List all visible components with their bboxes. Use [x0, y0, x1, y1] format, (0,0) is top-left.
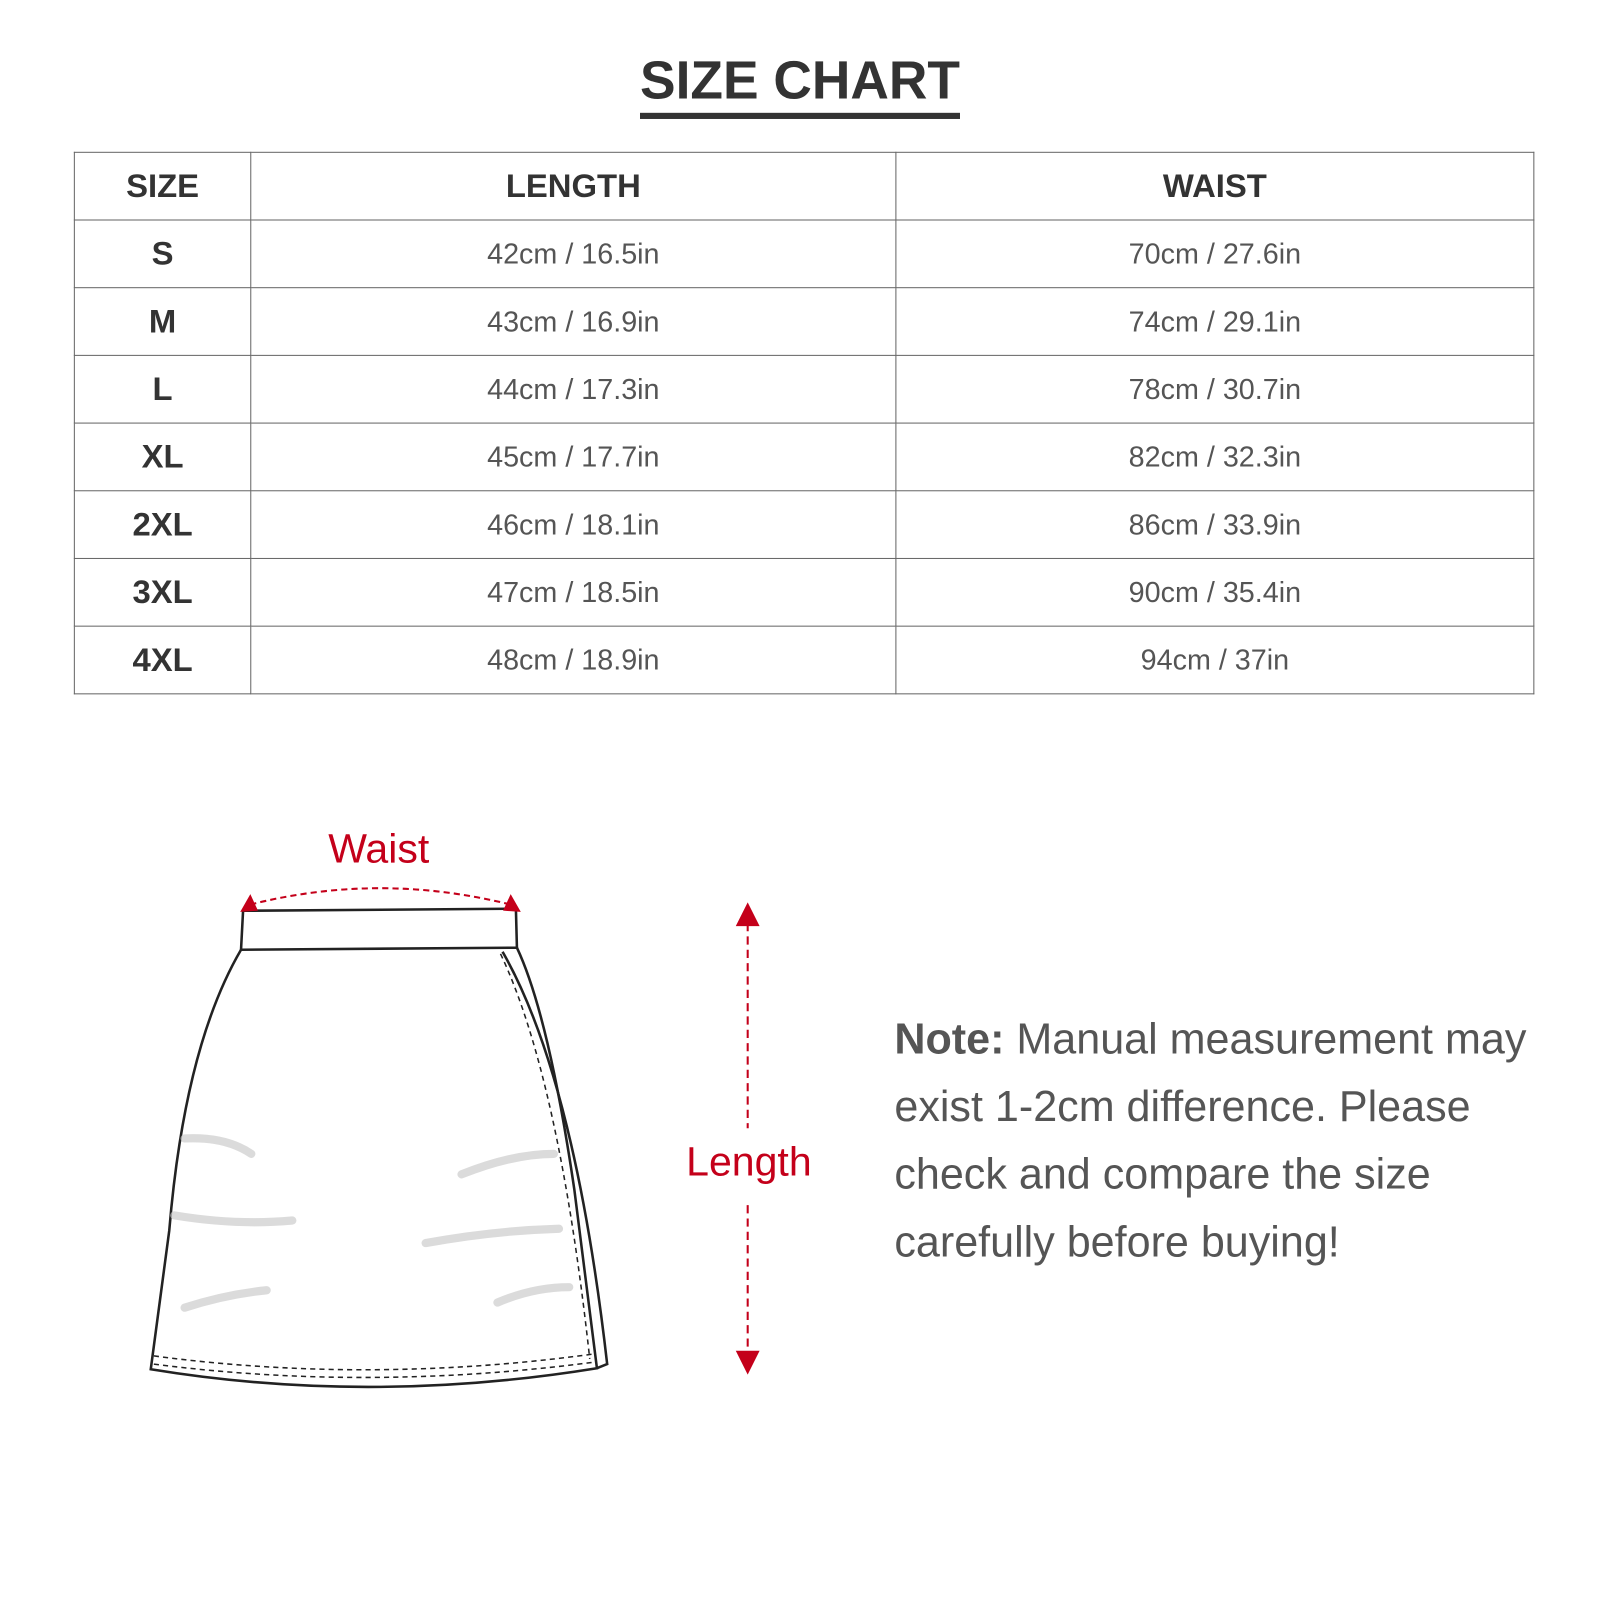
waist-cell: 86cm / 33.9in [895, 490, 1535, 559]
size-cell: 2XL [73, 490, 252, 559]
length-cell: 45cm / 17.7in [250, 422, 897, 492]
length-cell: 44cm / 17.3in [250, 354, 897, 424]
page-title: SIZE CHART [0, 49, 1600, 119]
arrow-icon [503, 894, 521, 912]
size-cell: M [73, 287, 252, 356]
arrow-icon [240, 894, 258, 912]
header-size: SIZE [73, 151, 252, 221]
skirt-outline [149, 947, 599, 1389]
table-row: M 43cm / 16.9in 74cm / 29.1in [73, 287, 1535, 356]
size-cell: L [73, 354, 252, 424]
skirt-panel [501, 951, 609, 1370]
waist-cell: 82cm / 32.3in [895, 422, 1535, 492]
size-cell: 3XL [73, 557, 252, 627]
table-row: 2XL 46cm / 18.1in 86cm / 33.9in [73, 490, 1535, 559]
table-header: SIZE LENGTH WAIST [73, 151, 1535, 221]
note-text: Manual measurement may exist 1-2cm diffe… [894, 1014, 1527, 1266]
waistband [239, 907, 519, 952]
table-row: 3XL 47cm / 18.5in 90cm / 35.4in [73, 557, 1535, 627]
size-cell: S [73, 219, 252, 289]
waist-cell: 78cm / 30.7in [895, 354, 1535, 424]
size-table: SIZE LENGTH WAIST S 42cm / 16.5in 70cm / 2… [73, 151, 1535, 695]
waist-cell: 94cm / 37in [895, 625, 1535, 695]
length-label: Length [686, 1139, 812, 1185]
table-row: S 42cm / 16.5in 70cm / 27.6in [73, 219, 1535, 289]
arrow-down-icon [735, 1350, 760, 1375]
size-cell: XL [73, 422, 252, 492]
arrow-up-icon [735, 902, 760, 927]
waist-cell: 90cm / 35.4in [895, 557, 1535, 627]
skirt-diagram [149, 887, 760, 1389]
note-label: Note: [894, 1014, 1005, 1063]
length-cell: 42cm / 16.5in [250, 219, 897, 289]
header-length: LENGTH [250, 151, 897, 221]
waist-measure-line [250, 887, 512, 906]
length-cell: 46cm / 18.1in [250, 490, 897, 559]
waist-cell: 74cm / 29.1in [895, 287, 1535, 356]
table-row: 4XL 48cm / 18.9in 94cm / 37in [73, 625, 1535, 695]
waist-cell: 70cm / 27.6in [895, 219, 1535, 289]
waist-label: Waist [328, 826, 430, 872]
length-cell: 43cm / 16.9in [250, 287, 897, 356]
length-cell: 47cm / 18.5in [250, 557, 897, 627]
note: Note: Manual measurement may exist 1-2cm… [894, 1005, 1530, 1276]
length-cell: 48cm / 18.9in [250, 625, 897, 695]
header-waist: WAIST [895, 151, 1535, 221]
table-row: XL 45cm / 17.7in 82cm / 32.3in [73, 422, 1535, 492]
size-cell: 4XL [73, 625, 252, 695]
table-row: L 44cm / 17.3in 78cm / 30.7in [73, 354, 1535, 424]
